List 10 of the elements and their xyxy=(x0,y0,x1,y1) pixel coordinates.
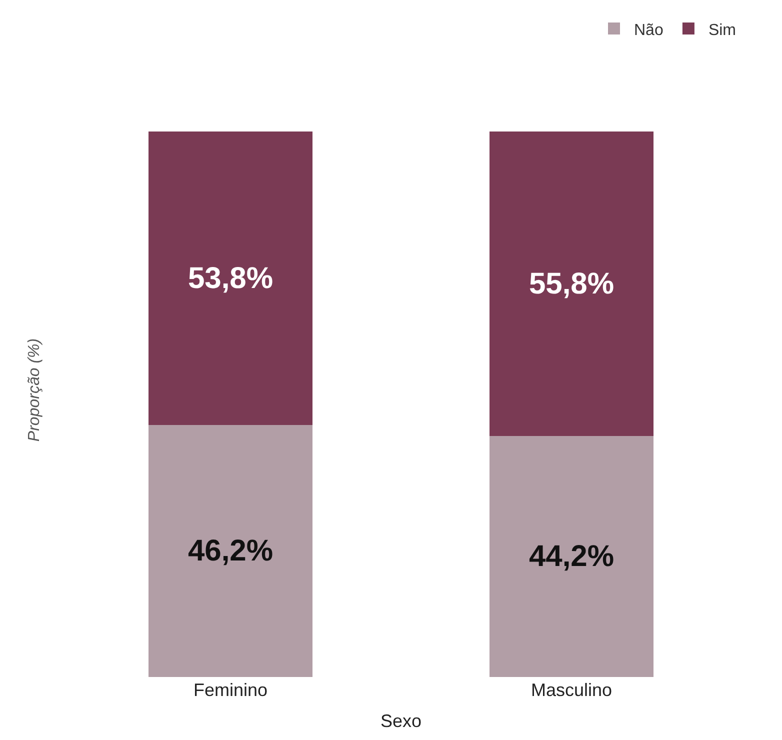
legend-label: Sim xyxy=(708,22,736,39)
data-label: 53,8% xyxy=(188,262,274,295)
x-tick-label: Masculino xyxy=(530,680,612,700)
y-axis-title: Proporção (%) xyxy=(26,338,43,442)
x-axis-title: Sexo xyxy=(380,711,422,732)
data-label: 44,2% xyxy=(528,540,614,573)
data-label: 55,8% xyxy=(528,267,614,300)
x-tick-label: Feminino xyxy=(193,680,268,700)
data-label: 46,2% xyxy=(188,534,274,568)
legend-label: Não xyxy=(634,22,664,39)
